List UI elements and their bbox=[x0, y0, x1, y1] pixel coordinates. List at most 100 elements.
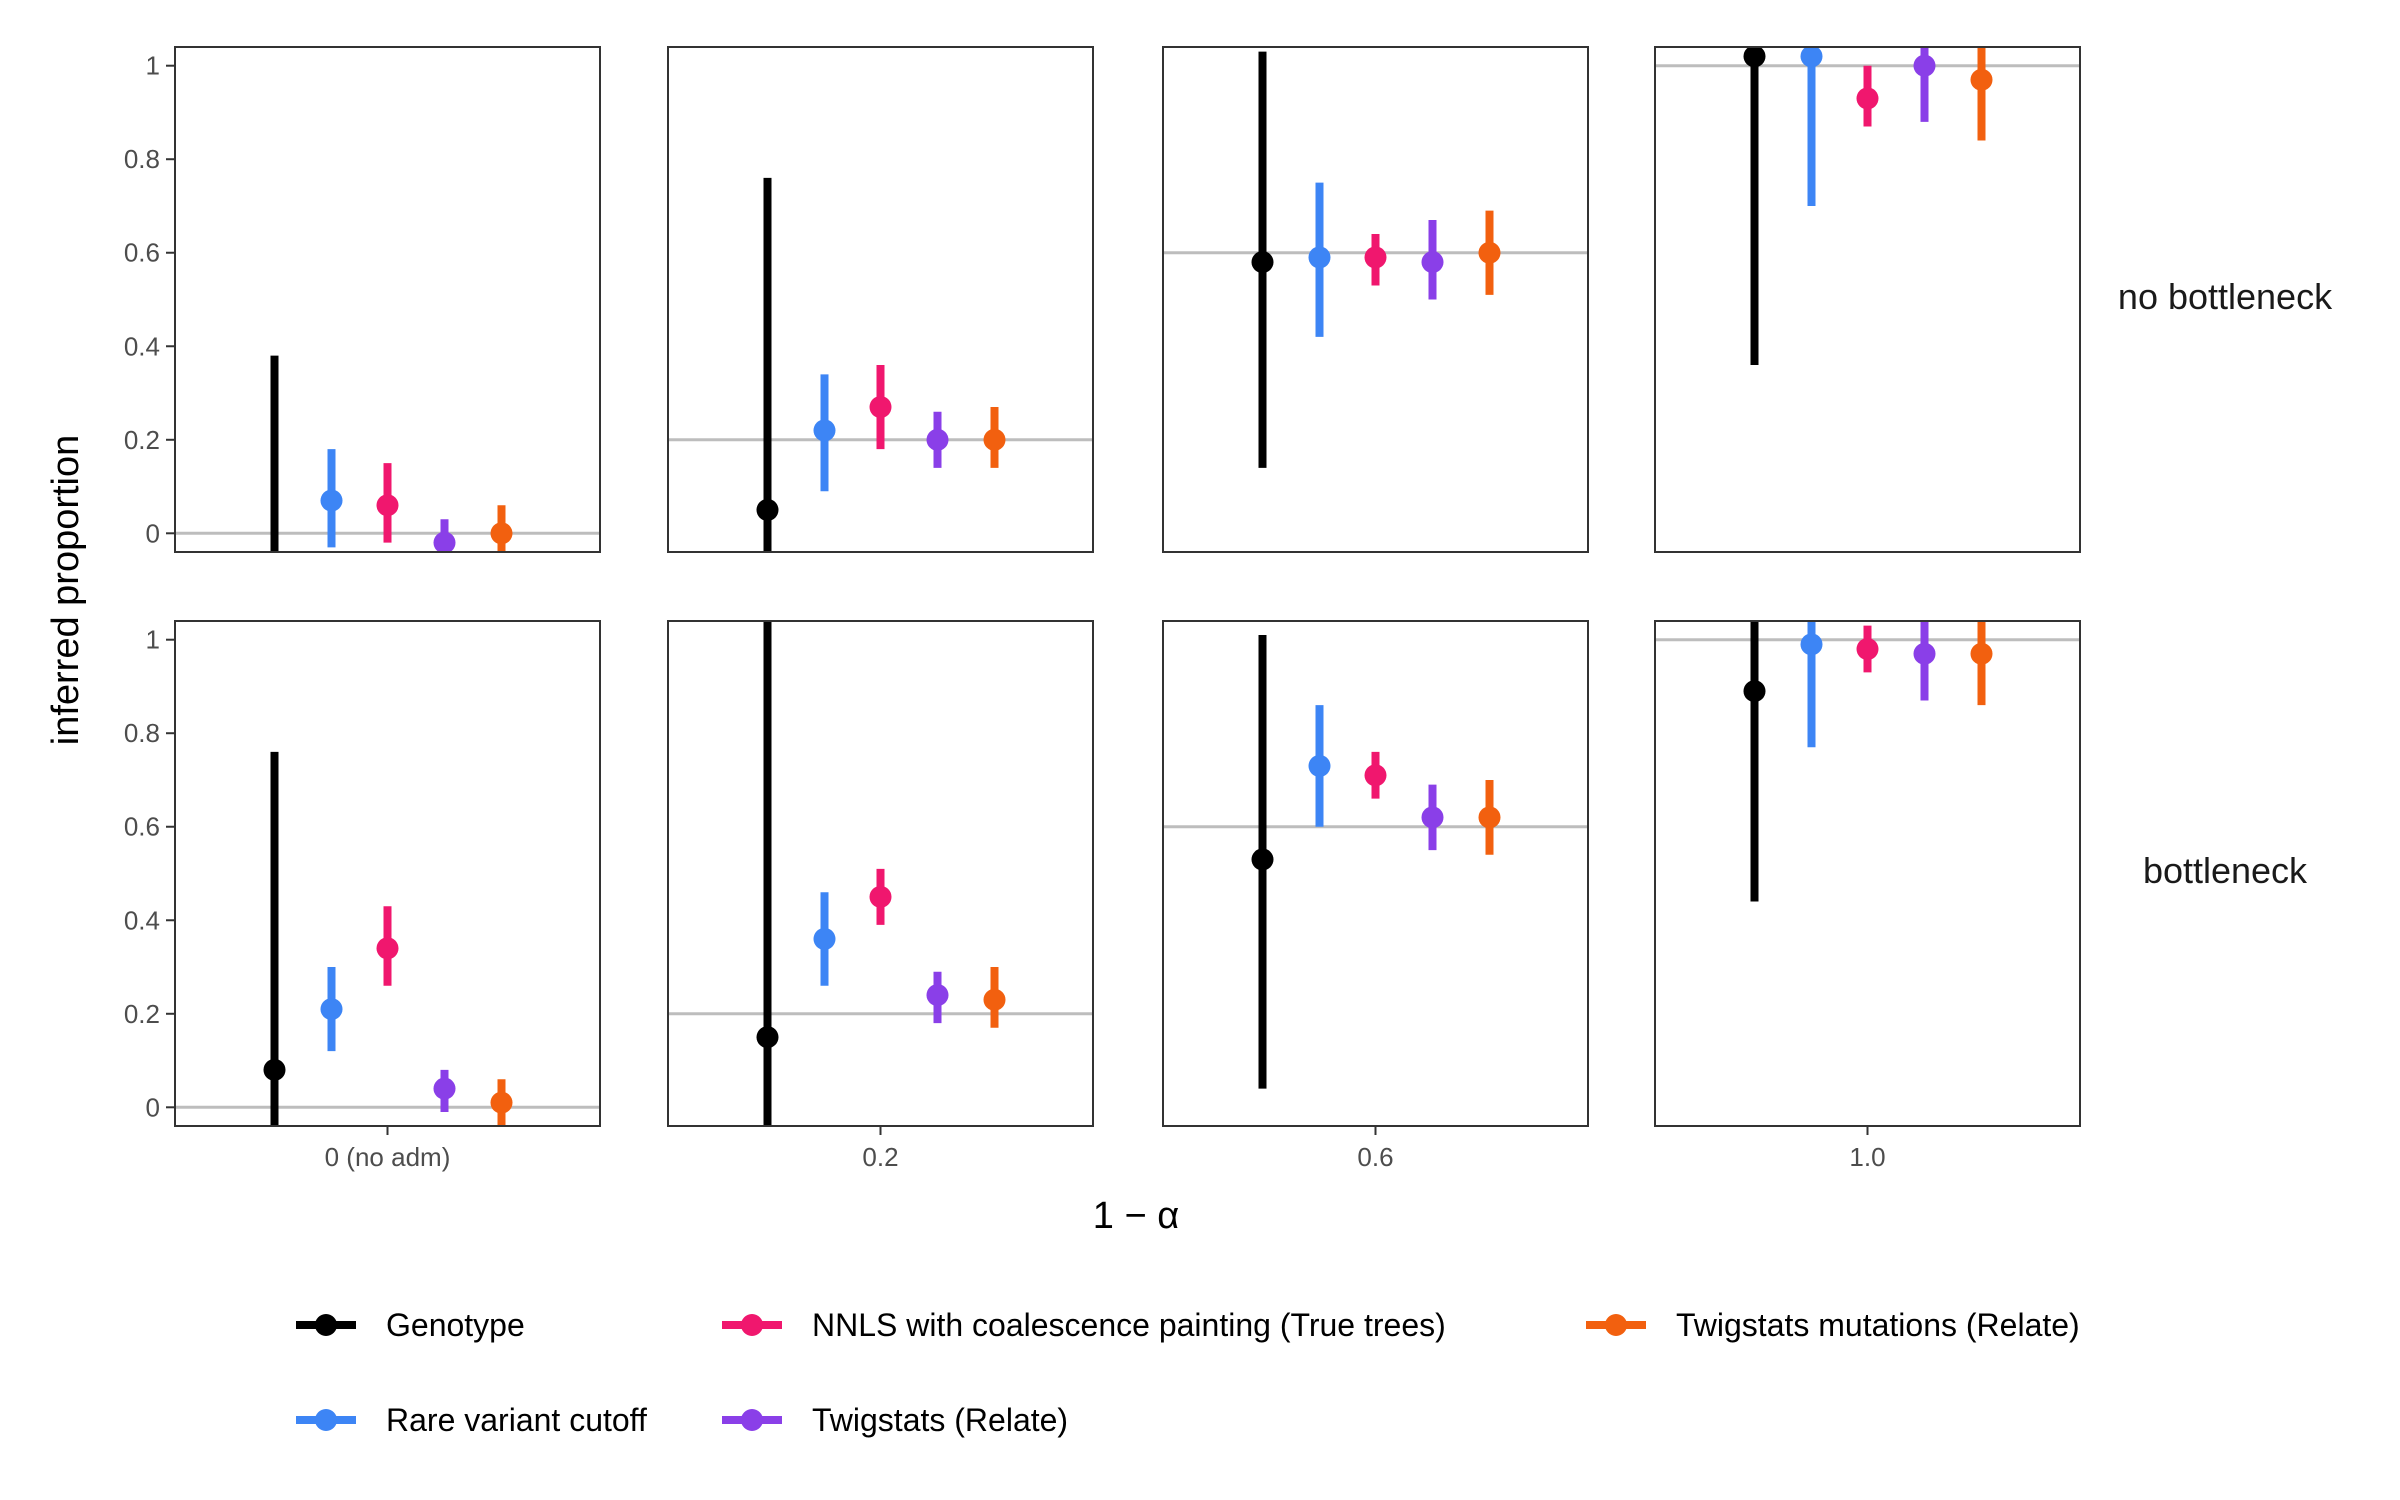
data-point bbox=[1913, 54, 1936, 77]
data-point bbox=[1421, 806, 1444, 829]
panel-r1-c0 bbox=[174, 620, 601, 1127]
panel-border bbox=[174, 46, 601, 553]
data-point bbox=[320, 489, 343, 512]
data-point bbox=[1251, 848, 1274, 871]
data-point bbox=[1800, 47, 1823, 68]
panel-background bbox=[1163, 621, 1588, 1126]
legend-item: Rare variant cutoff bbox=[296, 1402, 647, 1438]
legend-key-point bbox=[1605, 1314, 1627, 1336]
data-point bbox=[320, 998, 343, 1021]
data-point bbox=[869, 885, 892, 908]
panel-plot-area bbox=[668, 621, 1093, 1126]
data-point bbox=[1970, 642, 1993, 665]
y-tick-label: 0.6 bbox=[124, 238, 160, 268]
panel-plot-area bbox=[1655, 47, 2080, 365]
data-point bbox=[1308, 754, 1331, 777]
panel-border bbox=[1162, 46, 1589, 553]
data-point bbox=[1478, 241, 1501, 264]
data-point bbox=[1251, 251, 1274, 274]
data-point bbox=[1421, 251, 1444, 274]
panel-plot-area bbox=[1163, 51, 1588, 468]
panel-plot-area bbox=[1655, 621, 2080, 902]
legend-label: Twigstats (Relate) bbox=[812, 1402, 1068, 1438]
x-tick-label: 0 (no adm) bbox=[325, 1142, 451, 1172]
data-point bbox=[869, 396, 892, 419]
data-point bbox=[1478, 806, 1501, 829]
legend-item: Twigstats mutations (Relate) bbox=[1586, 1307, 2080, 1343]
panel-border bbox=[1654, 46, 2081, 553]
y-tick-label: 1 bbox=[146, 625, 160, 655]
legend-label: Rare variant cutoff bbox=[386, 1402, 647, 1438]
panel-r0-c2 bbox=[1162, 46, 1589, 553]
data-point bbox=[983, 988, 1006, 1011]
y-tick-label: 0 bbox=[146, 1092, 160, 1122]
y-tick-label: 0.8 bbox=[124, 718, 160, 748]
legend-label: NNLS with coalescence painting (True tre… bbox=[812, 1307, 1446, 1343]
panel-r1-c3 bbox=[1654, 620, 2081, 1127]
data-point bbox=[1800, 633, 1823, 656]
data-point bbox=[926, 984, 949, 1007]
y-tick-label: 0.6 bbox=[124, 812, 160, 842]
panel-r1-c1 bbox=[667, 620, 1094, 1127]
data-point bbox=[263, 1058, 286, 1081]
panel-background bbox=[1655, 621, 2080, 1126]
panel-plot-area bbox=[175, 751, 600, 1126]
axes-layer: 0 0.2 0.4 0.6 0.8 1 no bottleneck 0 0.2 0.4 0.6 0.8… bbox=[124, 51, 2333, 1172]
panels-layer bbox=[174, 46, 2081, 1127]
legend-key-point bbox=[315, 1409, 337, 1431]
panel-r0-c1 bbox=[667, 46, 1094, 553]
y-tick-label: 0.4 bbox=[124, 331, 160, 361]
panel-plot-area bbox=[1163, 635, 1588, 1089]
data-point bbox=[1743, 47, 1766, 68]
y-tick-label: 1 bbox=[146, 51, 160, 81]
panel-plot-area bbox=[175, 355, 600, 552]
data-point bbox=[926, 428, 949, 451]
data-point bbox=[1364, 246, 1387, 269]
legend-label: Genotype bbox=[386, 1307, 525, 1343]
row-strip-label: bottleneck bbox=[2143, 850, 2308, 891]
data-point bbox=[813, 419, 836, 442]
legend-item: Genotype bbox=[296, 1307, 525, 1343]
panel-r0-c0 bbox=[174, 46, 601, 553]
panel-background bbox=[1655, 47, 2080, 552]
panel-r0-c3 bbox=[1654, 46, 2081, 553]
legend: Genotype NNLS with coalescence painting (… bbox=[296, 1307, 2080, 1438]
data-point bbox=[376, 494, 399, 517]
data-point bbox=[433, 1077, 456, 1100]
y-tick-label: 0.8 bbox=[124, 144, 160, 174]
y-tick-label: 0.4 bbox=[124, 905, 160, 935]
data-point bbox=[983, 428, 1006, 451]
y-tick-label: 0.2 bbox=[124, 999, 160, 1029]
panel-r1-c2 bbox=[1162, 620, 1589, 1127]
data-point bbox=[1913, 642, 1936, 665]
data-point bbox=[490, 522, 513, 545]
panel-border bbox=[667, 46, 1094, 553]
data-point bbox=[1743, 680, 1766, 703]
x-tick-label: 1.0 bbox=[1849, 1142, 1885, 1172]
data-point bbox=[433, 531, 456, 552]
x-tick-label: 0.6 bbox=[1357, 1142, 1393, 1172]
y-tick-label: 0.2 bbox=[124, 425, 160, 455]
data-point bbox=[813, 927, 836, 950]
data-point bbox=[1364, 764, 1387, 787]
x-axis-title: 1 − α bbox=[1093, 1195, 1179, 1237]
x-tick-label: 0.2 bbox=[862, 1142, 898, 1172]
data-point bbox=[1856, 638, 1879, 661]
data-point bbox=[756, 498, 779, 521]
panel-background bbox=[668, 47, 1093, 552]
legend-key-point bbox=[741, 1314, 763, 1336]
row-strip-label: no bottleneck bbox=[2118, 276, 2333, 317]
data-point bbox=[1970, 68, 1993, 91]
data-point bbox=[490, 1091, 513, 1114]
data-point bbox=[1856, 87, 1879, 110]
y-tick-label: 0 bbox=[146, 518, 160, 548]
panel-background bbox=[175, 621, 600, 1126]
data-point bbox=[1308, 246, 1331, 269]
panel-plot-area bbox=[668, 177, 1093, 552]
legend-item: Twigstats (Relate) bbox=[722, 1402, 1068, 1438]
data-point bbox=[756, 1026, 779, 1049]
legend-key-point bbox=[741, 1409, 763, 1431]
legend-item: NNLS with coalescence painting (True tre… bbox=[722, 1307, 1446, 1343]
legend-label: Twigstats mutations (Relate) bbox=[1676, 1307, 2080, 1343]
